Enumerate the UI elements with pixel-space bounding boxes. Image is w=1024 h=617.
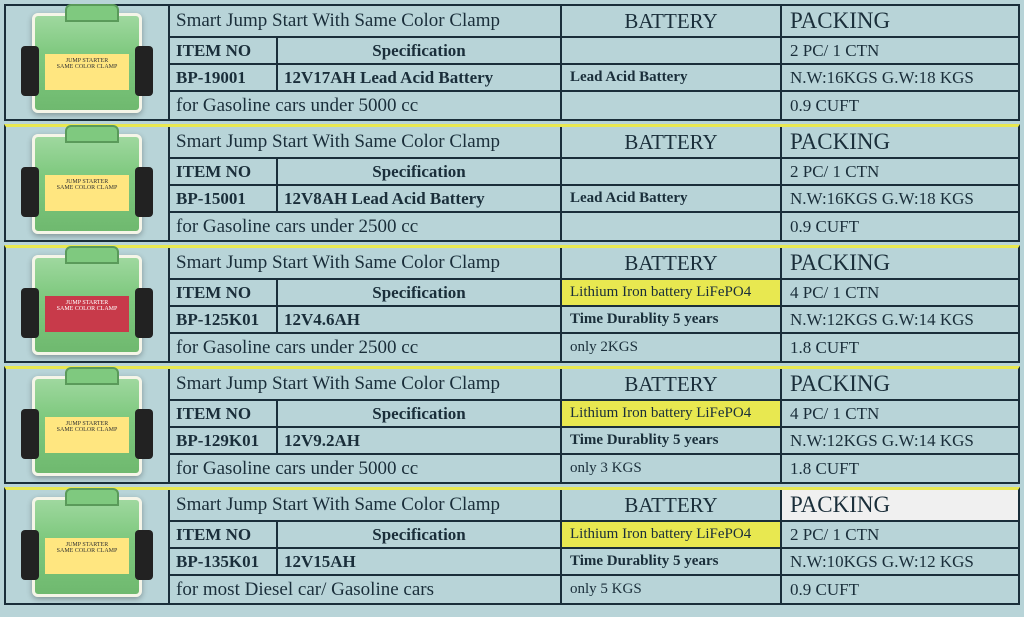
item-no-label: ITEM NO: [170, 280, 278, 305]
spec-value: 12V17AH Lead Acid Battery: [278, 65, 562, 90]
item-no-label: ITEM NO: [170, 401, 278, 426]
product-note: for Gasoline cars under 2500 cc: [170, 213, 562, 240]
battery-header: BATTERY: [562, 369, 782, 399]
packing-row3: N.W:16KGS G.W:18 KGS: [782, 65, 1018, 90]
packing-header: PACKING: [782, 490, 1018, 520]
product-content: Smart Jump Start With Same Color ClampBA…: [170, 369, 1018, 482]
packing-row2: 2 PC/ 1 CTN: [782, 38, 1018, 63]
battery-row3: Time Durablity 5 years: [562, 307, 782, 332]
spec-label: Specification: [278, 280, 562, 305]
packing-row3: N.W:12KGS G.W:14 KGS: [782, 307, 1018, 332]
item-no: BP-19001: [170, 65, 278, 90]
product-content: Smart Jump Start With Same Color ClampBA…: [170, 490, 1018, 603]
product-image-cell: JUMP STARTERSAME COLOR CLAMP: [6, 369, 170, 482]
battery-row3: Lead Acid Battery: [562, 65, 782, 90]
product-image-cell: JUMP STARTERSAME COLOR CLAMP: [6, 127, 170, 240]
packing-row4: 1.8 CUFT: [782, 455, 1018, 482]
spec-value: 12V9.2AH: [278, 428, 562, 453]
product-note: for Gasoline cars under 5000 cc: [170, 92, 562, 119]
product-image-cell: JUMP STARTERSAME COLOR CLAMP: [6, 248, 170, 361]
product-block: JUMP STARTERSAME COLOR CLAMP Smart Jump S…: [4, 4, 1020, 121]
spec-label: Specification: [278, 159, 562, 184]
packing-row2: 2 PC/ 1 CTN: [782, 159, 1018, 184]
battery-row4: only 3 KGS: [562, 455, 782, 482]
product-title: Smart Jump Start With Same Color Clamp: [170, 248, 562, 278]
spec-label: Specification: [278, 522, 562, 547]
item-no: BP-125K01: [170, 307, 278, 332]
item-no-label: ITEM NO: [170, 522, 278, 547]
packing-row4: 0.9 CUFT: [782, 92, 1018, 119]
packing-row3: N.W:16KGS G.W:18 KGS: [782, 186, 1018, 211]
product-note: for Gasoline cars under 5000 cc: [170, 455, 562, 482]
battery-row4: [562, 213, 782, 240]
product-image: JUMP STARTERSAME COLOR CLAMP: [32, 376, 142, 476]
product-block: JUMP STARTERSAME COLOR CLAMP Smart Jump S…: [4, 124, 1020, 242]
battery-row2: Lithium Iron battery LiFePO4: [562, 280, 782, 305]
product-note: for most Diesel car/ Gasoline cars: [170, 576, 562, 603]
packing-header: PACKING: [782, 6, 1018, 36]
spec-value: 12V4.6AH: [278, 307, 562, 332]
battery-row2: [562, 159, 782, 184]
spec-value: 12V15AH: [278, 549, 562, 574]
battery-row2: [562, 38, 782, 63]
product-title: Smart Jump Start With Same Color Clamp: [170, 490, 562, 520]
product-image: JUMP STARTERSAME COLOR CLAMP: [32, 13, 142, 113]
product-image: JUMP STARTERSAME COLOR CLAMP: [32, 497, 142, 597]
product-note: for Gasoline cars under 2500 cc: [170, 334, 562, 361]
battery-row4: [562, 92, 782, 119]
battery-row2: Lithium Iron battery LiFePO4: [562, 522, 782, 547]
product-content: Smart Jump Start With Same Color ClampBA…: [170, 127, 1018, 240]
battery-header: BATTERY: [562, 248, 782, 278]
battery-row2: Lithium Iron battery LiFePO4: [562, 401, 782, 426]
product-block: JUMP STARTERSAME COLOR CLAMP Smart Jump S…: [4, 366, 1020, 484]
product-block: JUMP STARTERSAME COLOR CLAMP Smart Jump S…: [4, 245, 1020, 363]
battery-header: BATTERY: [562, 6, 782, 36]
battery-row4: only 5 KGS: [562, 576, 782, 603]
packing-header: PACKING: [782, 248, 1018, 278]
packing-row2: 2 PC/ 1 CTN: [782, 522, 1018, 547]
spec-label: Specification: [278, 38, 562, 63]
battery-row3: Lead Acid Battery: [562, 186, 782, 211]
packing-header: PACKING: [782, 369, 1018, 399]
product-content: Smart Jump Start With Same Color ClampBA…: [170, 248, 1018, 361]
battery-row4: only 2KGS: [562, 334, 782, 361]
packing-header: PACKING: [782, 127, 1018, 157]
product-title: Smart Jump Start With Same Color Clamp: [170, 127, 562, 157]
packing-row2: 4 PC/ 1 CTN: [782, 280, 1018, 305]
battery-header: BATTERY: [562, 127, 782, 157]
item-no-label: ITEM NO: [170, 159, 278, 184]
item-no-label: ITEM NO: [170, 38, 278, 63]
product-title: Smart Jump Start With Same Color Clamp: [170, 6, 562, 36]
item-no: BP-15001: [170, 186, 278, 211]
item-no: BP-129K01: [170, 428, 278, 453]
battery-row3: Time Durablity 5 years: [562, 428, 782, 453]
packing-row2: 4 PC/ 1 CTN: [782, 401, 1018, 426]
product-content: Smart Jump Start With Same Color ClampBA…: [170, 6, 1018, 119]
spec-value: 12V8AH Lead Acid Battery: [278, 186, 562, 211]
product-table: JUMP STARTERSAME COLOR CLAMP Smart Jump S…: [4, 4, 1020, 605]
product-title: Smart Jump Start With Same Color Clamp: [170, 369, 562, 399]
packing-row4: 1.8 CUFT: [782, 334, 1018, 361]
battery-header: BATTERY: [562, 490, 782, 520]
spec-label: Specification: [278, 401, 562, 426]
product-image: JUMP STARTERSAME COLOR CLAMP: [32, 134, 142, 234]
product-image-cell: JUMP STARTERSAME COLOR CLAMP: [6, 6, 170, 119]
packing-row4: 0.9 CUFT: [782, 576, 1018, 603]
product-block: JUMP STARTERSAME COLOR CLAMP Smart Jump S…: [4, 487, 1020, 605]
item-no: BP-135K01: [170, 549, 278, 574]
battery-row3: Time Durablity 5 years: [562, 549, 782, 574]
packing-row4: 0.9 CUFT: [782, 213, 1018, 240]
packing-row3: N.W:10KGS G.W:12 KGS: [782, 549, 1018, 574]
product-image: JUMP STARTERSAME COLOR CLAMP: [32, 255, 142, 355]
product-image-cell: JUMP STARTERSAME COLOR CLAMP: [6, 490, 170, 603]
packing-row3: N.W:12KGS G.W:14 KGS: [782, 428, 1018, 453]
